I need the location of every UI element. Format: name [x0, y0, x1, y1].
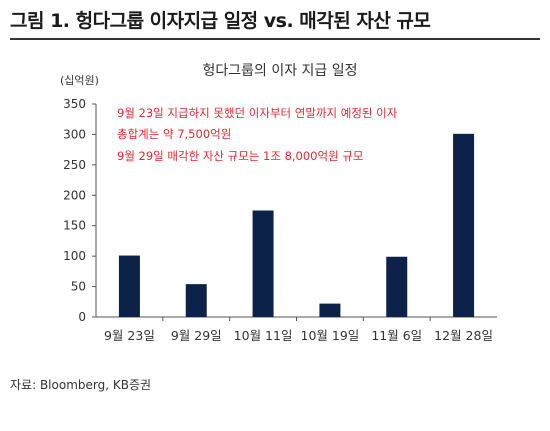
y-tick-label: 350 — [63, 97, 86, 111]
annotation-block: 9월 23일 지급하지 못했던 이자부터 연말까지 예정된 이자 총합계는 약 … — [117, 106, 398, 163]
annotation-line-2: 총합계는 약 7,500억원 — [117, 127, 231, 141]
y-tick-label: 50 — [71, 280, 86, 294]
bar — [453, 133, 475, 317]
annotation-line-1: 9월 23일 지급하지 못했던 이자부터 연말까지 예정된 이자 — [117, 106, 398, 120]
x-tick-label: 10월 11일 — [234, 328, 293, 343]
y-tick-label: 300 — [63, 127, 86, 141]
y-tick-label: 250 — [63, 158, 86, 172]
x-tick-label: 10월 19일 — [301, 328, 360, 343]
x-labels: 9월 23일 9월 29일 10월 11일 10월 19일 11월 6일 12월 28일 — [104, 317, 493, 343]
bar-chart: 헝다그룹의 이자 지급 일정 (십억원) 0 50 100 150 200 250 300 3… — [60, 63, 497, 343]
bar — [252, 210, 274, 317]
bars — [118, 133, 475, 317]
annotation-line-3: 9월 29일 매각한 자산 규모는 1조 8,000억원 규모 — [117, 149, 363, 163]
y-unit-label: (십억원) — [60, 74, 99, 87]
x-tick-label: 11월 6일 — [371, 328, 422, 343]
chart-title: 헝다그룹의 이자 지급 일정 — [202, 63, 357, 79]
y-tick-label: 100 — [63, 249, 86, 263]
title-rule — [10, 38, 540, 40]
source-note: 자료: Bloomberg, KB증권 — [10, 378, 152, 392]
y-tick-label: 0 — [78, 310, 86, 324]
y-ticks: 0 50 100 150 200 250 300 350 — [63, 97, 96, 324]
bar — [386, 256, 408, 317]
x-tick-label: 9월 23일 — [104, 328, 155, 343]
x-tick-label: 9월 29일 — [171, 328, 222, 343]
bar — [118, 255, 140, 317]
figure-title: 그림 1. 헝다그룹 이자지급 일정 vs. 매각된 자산 규모 — [10, 10, 431, 32]
y-tick-label: 150 — [63, 219, 86, 233]
bar — [319, 303, 341, 317]
y-tick-label: 200 — [63, 188, 86, 202]
x-tick-label: 12월 28일 — [434, 328, 493, 343]
bar — [185, 284, 207, 317]
